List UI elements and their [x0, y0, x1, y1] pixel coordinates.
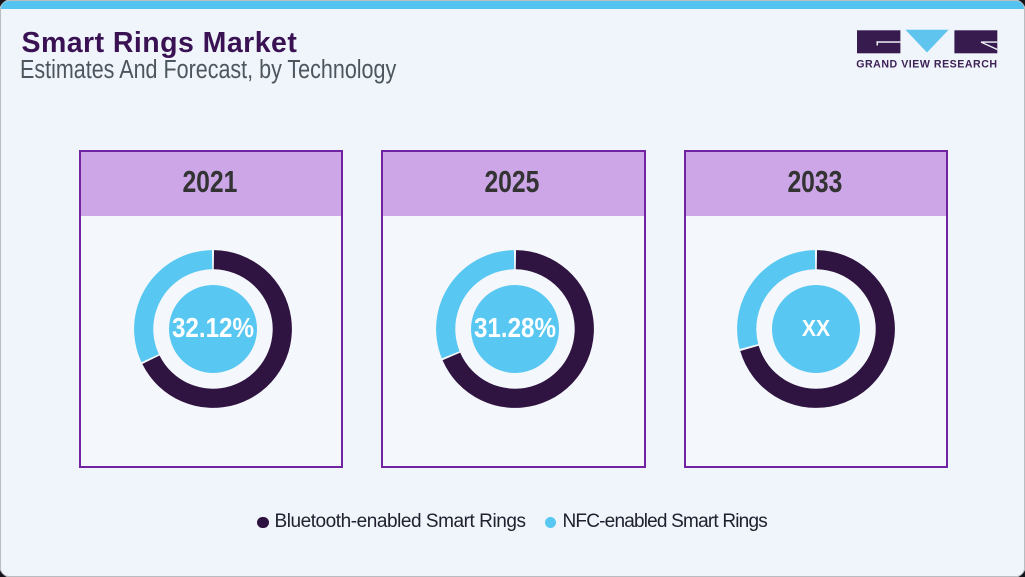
svg-text:GRAND VIEW RESEARCH: GRAND VIEW RESEARCH	[856, 59, 999, 71]
